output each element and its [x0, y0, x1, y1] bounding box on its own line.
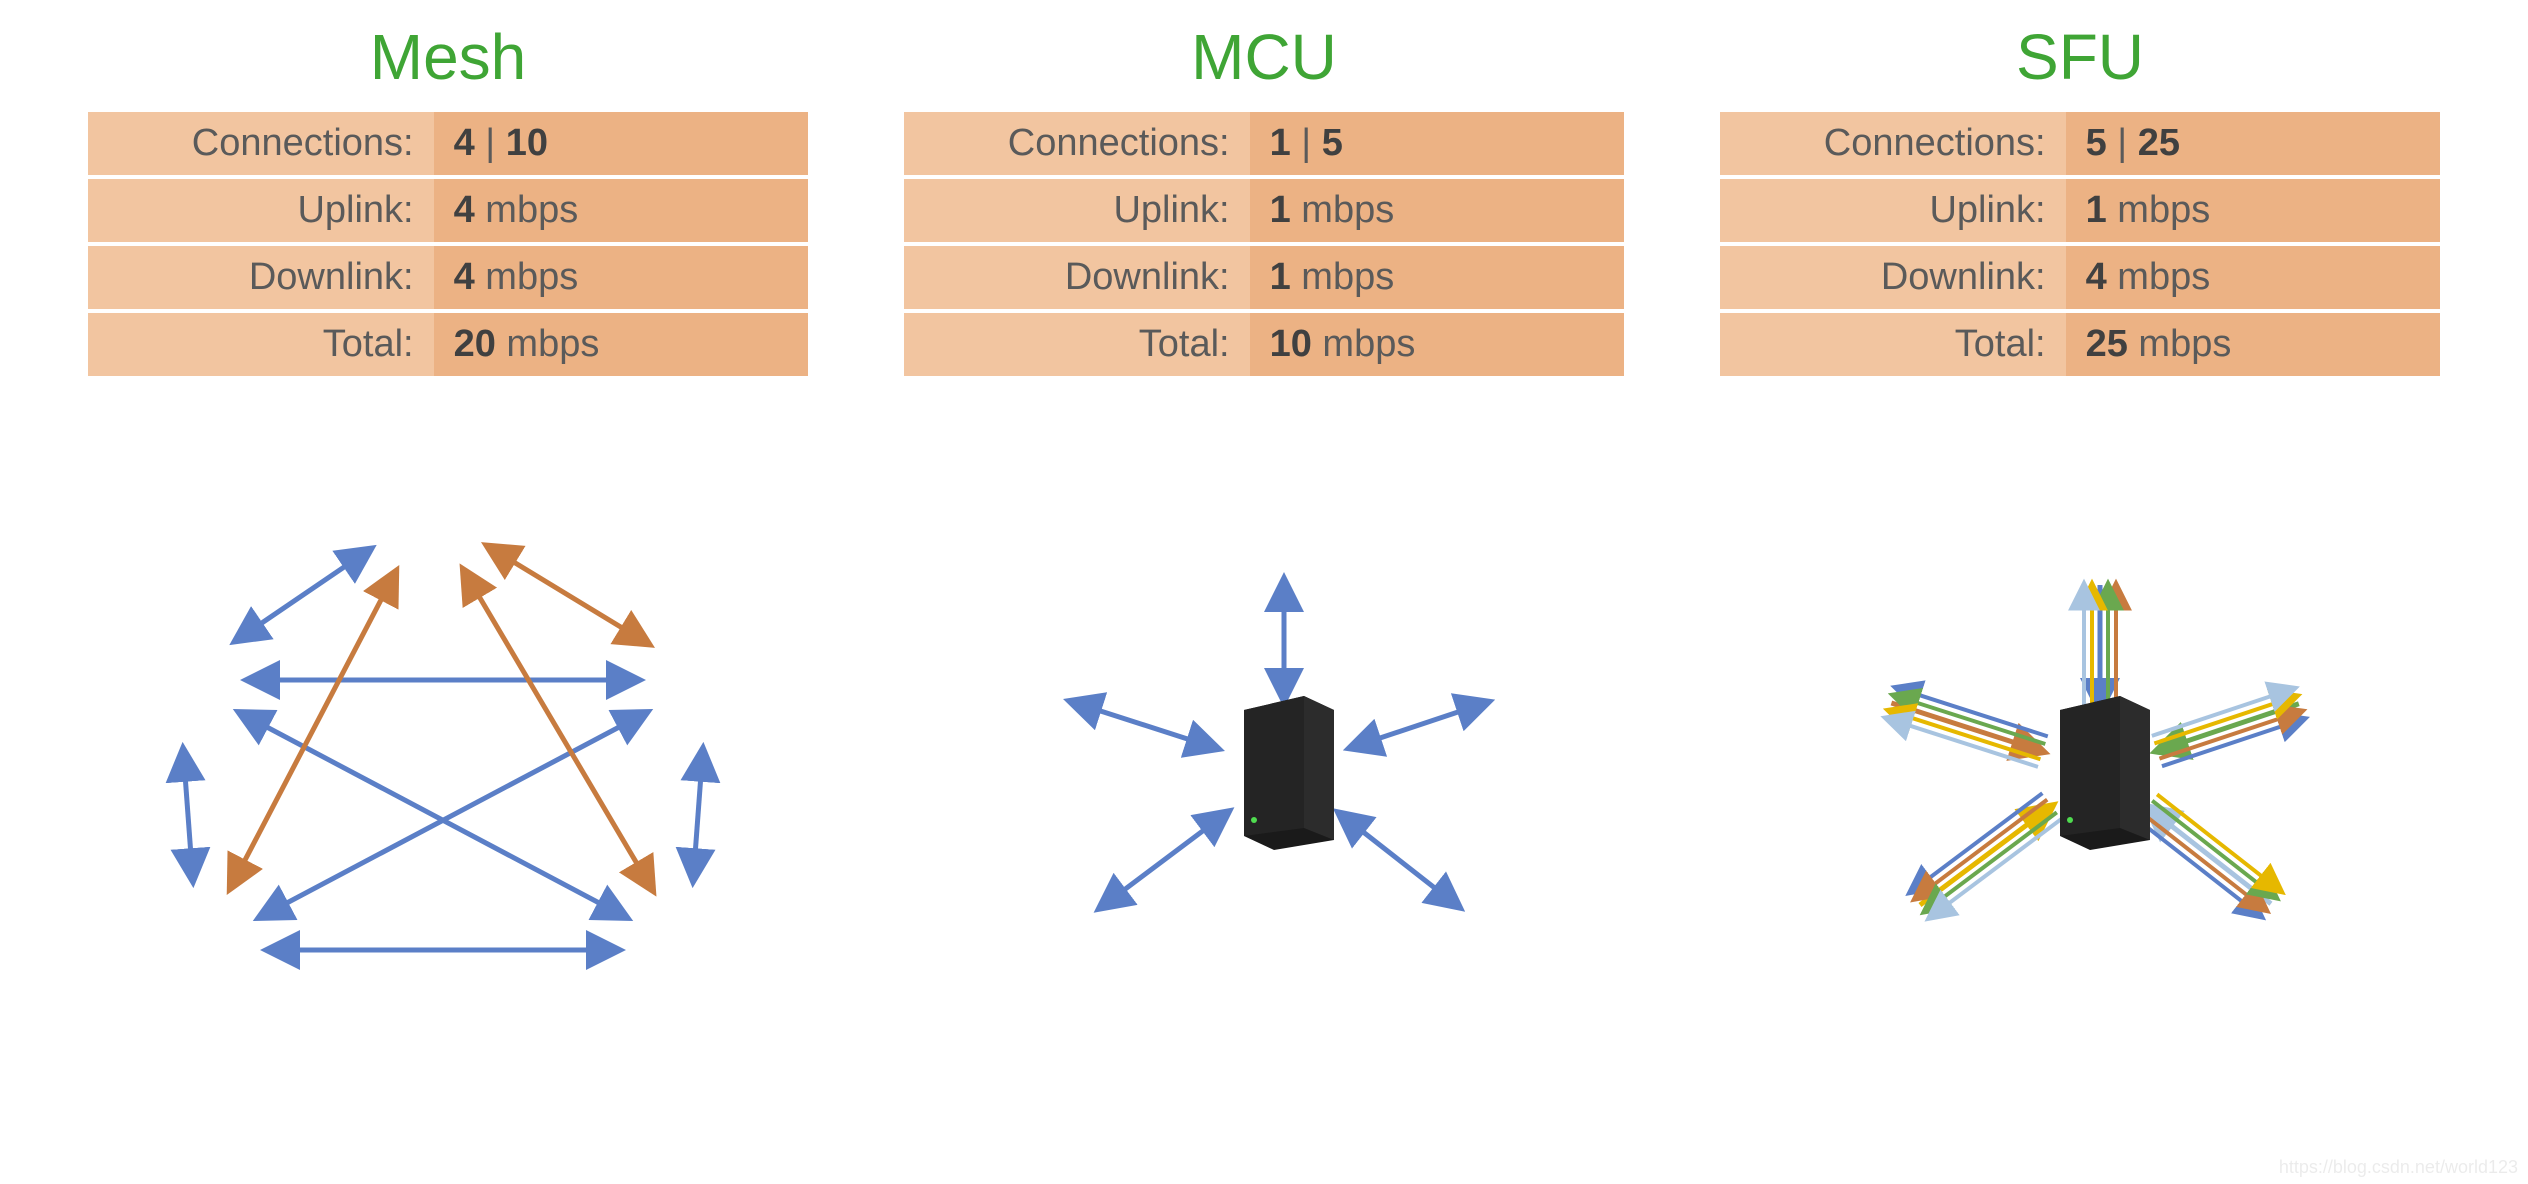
client-node: [2250, 895, 2410, 1005]
stat-value: 4 | 10: [434, 112, 808, 177]
stat-value: 4 mbps: [434, 177, 808, 244]
stat-label: Connections:: [904, 112, 1250, 177]
title-mesh: Mesh: [370, 20, 527, 94]
client-node: [1780, 895, 1940, 1005]
stat-value: 1 mbps: [1250, 177, 1624, 244]
diagram-mesh: [68, 420, 828, 1040]
stats-mesh: Connections:4 | 10Uplink:4 mbpsDownlink:…: [88, 112, 808, 380]
client-node: [98, 625, 258, 735]
stat-label: Connections:: [88, 112, 434, 177]
title-sfu: SFU: [2016, 20, 2144, 94]
stat-label: Total:: [88, 311, 434, 378]
stat-label: Uplink:: [904, 177, 1250, 244]
stat-value: 5 | 25: [2066, 112, 2440, 177]
panel-mesh: Mesh Connections:4 | 10Uplink:4 mbpsDown…: [58, 20, 838, 1164]
client-node: [348, 455, 508, 565]
client-node: [924, 625, 1084, 735]
client-node: [1474, 625, 1634, 735]
stat-value: 1 mbps: [1250, 244, 1624, 311]
stat-label: Downlink:: [1720, 244, 2066, 311]
stat-label: Connections:: [1720, 112, 2066, 177]
client-node: [118, 895, 278, 1005]
stat-value: 20 mbps: [434, 311, 808, 378]
stats-sfu: Connections:5 | 25Uplink:1 mbpsDownlink:…: [1720, 112, 2440, 380]
stat-label: Uplink:: [1720, 177, 2066, 244]
client-node: [964, 895, 1124, 1005]
watermark: https://blog.csdn.net/world123: [2279, 1157, 2518, 1178]
client-node: [2020, 455, 2180, 565]
title-mcu: MCU: [1191, 20, 1337, 94]
stat-value: 1 mbps: [2066, 177, 2440, 244]
diagram-sfu: [1700, 420, 2460, 1040]
client-node: [1204, 455, 1364, 565]
server-icon: [2040, 690, 2160, 850]
stat-value: 1 | 5: [1250, 112, 1624, 177]
stat-value: 4 mbps: [2066, 244, 2440, 311]
stat-value: 4 mbps: [434, 244, 808, 311]
panel-mcu: MCU Connections:1 | 5Uplink:1 mbpsDownli…: [874, 20, 1654, 1164]
stat-label: Total:: [904, 311, 1250, 378]
stat-label: Downlink:: [88, 244, 434, 311]
stat-label: Total:: [1720, 311, 2066, 378]
diagram-mcu: [884, 420, 1644, 1040]
stat-value: 25 mbps: [2066, 311, 2440, 378]
stats-mcu: Connections:1 | 5Uplink:1 mbpsDownlink:1…: [904, 112, 1624, 380]
stat-value: 10 mbps: [1250, 311, 1624, 378]
client-node: [2290, 625, 2450, 735]
stat-label: Uplink:: [88, 177, 434, 244]
client-node: [608, 895, 768, 1005]
stat-label: Downlink:: [904, 244, 1250, 311]
client-node: [1434, 895, 1594, 1005]
panel-sfu: SFU Connections:5 | 25Uplink:1 mbpsDownl…: [1690, 20, 2470, 1164]
client-node: [1740, 625, 1900, 735]
server-icon: [1224, 690, 1344, 850]
client-node: [628, 625, 788, 735]
